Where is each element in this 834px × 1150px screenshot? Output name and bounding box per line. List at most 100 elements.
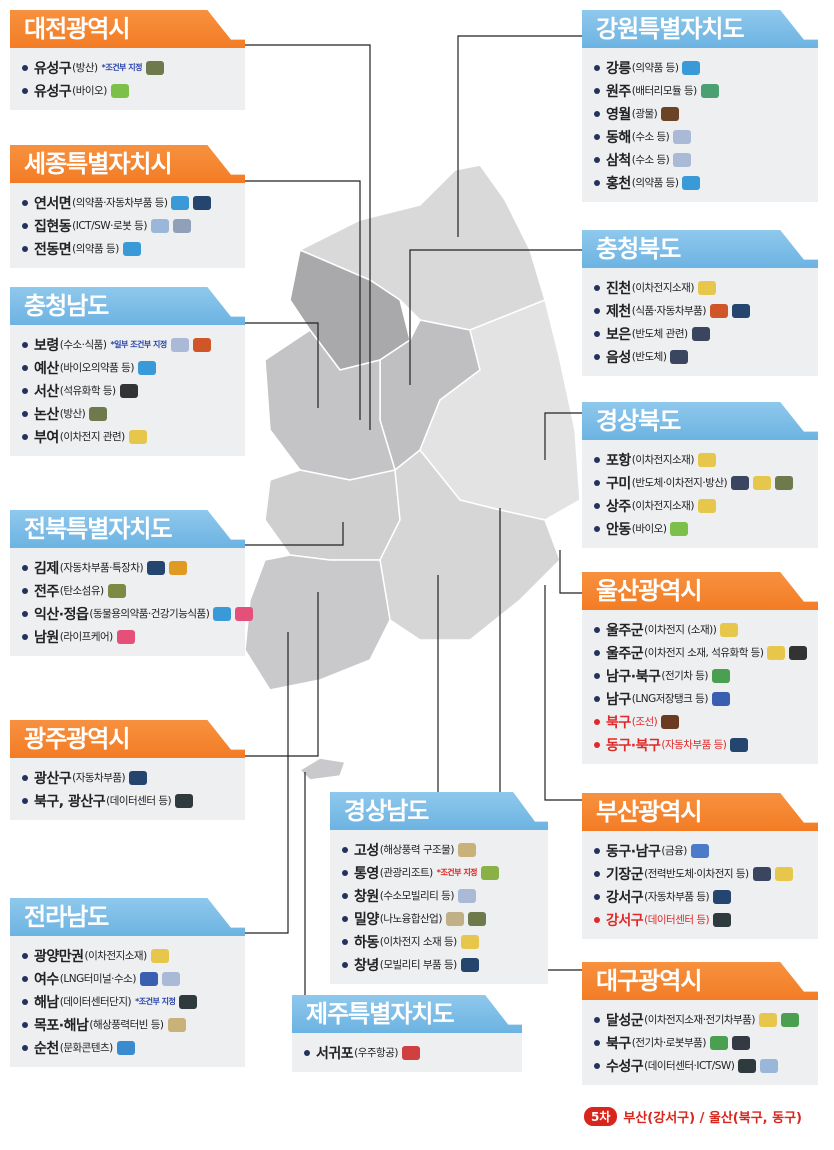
bullet [594, 649, 600, 656]
industry-detail: (광물) [631, 108, 658, 120]
bullet [22, 1044, 28, 1051]
location-name: 보령 [34, 337, 59, 354]
bullet [594, 330, 600, 337]
list-item: 밀양 (나노융합산업) [342, 907, 538, 930]
list-item: 강서구 (데이터센터 등) [594, 908, 808, 931]
battery-icon [460, 934, 479, 949]
panel-body: 포항 (이차전지소재) 구미 (반도체·이차전지·방산) 상주 (이차전지소재) 안동 (바이… [582, 440, 818, 548]
food-icon [192, 337, 211, 352]
location-name: 예산 [34, 360, 59, 377]
region-jeonbuk [264, 469, 401, 561]
industry-detail: (자동차부품·특장차) [59, 562, 144, 574]
panel-jeonnam: 전라남도 광양만권 (이차전지소재) 여수 (LNG터미널·수소) 해남 (데이터센터단지)… [10, 898, 245, 1067]
chip-icon [731, 475, 750, 490]
list-item: 유성구 (방산) *조건부 지정 [22, 56, 235, 79]
panel-gyeongnam: 경상남도 고성 (해상풍력 구조물) 통영 (관광리조트) *조건부 지정 창원 (수소모빌리… [330, 792, 548, 984]
location-name: 안동 [606, 521, 631, 538]
datacenter-icon [738, 1058, 757, 1073]
module-icon [700, 83, 719, 98]
list-item: 고성 (해상풍력 구조물) [342, 838, 538, 861]
industry-detail: (우주항공) [354, 1047, 398, 1059]
panel-title: 부산광역시 [582, 793, 818, 831]
robot-icon [172, 218, 191, 233]
ict-icon [760, 1058, 779, 1073]
panel-title: 전라남도 [10, 898, 245, 936]
location-name: 북구 [606, 1035, 631, 1052]
car-icon [713, 889, 732, 904]
panel-gangwon: 강원특별자치도 강릉 (의약품 등) 원주 (배터리모듈 등) 영월 (광물) 동해 (수소 등… [582, 10, 818, 202]
location-name: 전주 [34, 583, 59, 600]
panel-title: 충청북도 [582, 230, 818, 268]
industry-detail: (데이터센터 등) [106, 795, 172, 807]
region-jeju [298, 757, 347, 781]
list-item: 부여 (이차전지 관련) [22, 425, 235, 448]
list-item: 창녕 (모빌리티 부품 등) [342, 953, 538, 976]
robot-arm-icon [731, 1035, 750, 1050]
location-name: 제천 [606, 303, 631, 320]
industry-detail: (반도체·이차전지·방산) [631, 477, 728, 489]
panel-title: 대전광역시 [10, 10, 245, 48]
battery-icon [128, 429, 147, 444]
location-name: 여수 [34, 971, 59, 988]
industry-detail: (수소모빌리티 등) [379, 890, 455, 902]
bullet [594, 718, 600, 725]
list-item: 안동 (바이오) [594, 517, 808, 540]
list-item: 수성구 (데이터센터·ICT/SW) [594, 1054, 808, 1077]
battery-icon [753, 475, 772, 490]
location-name: 창원 [354, 888, 379, 905]
healthcare-icon [235, 606, 254, 621]
datacenter-icon [175, 793, 194, 808]
footer-text: 부산(강서구) / 울산(북구, 동구) [623, 1111, 802, 1126]
industry-detail: (의약품·자동차부품 등) [72, 197, 168, 209]
bullet [342, 869, 348, 876]
list-item: 달성군 (이차전지소재·전기차부품) [594, 1008, 808, 1031]
list-item: 동구·북구 (자동차부품 등) [594, 733, 808, 756]
bullet [594, 870, 600, 877]
location-name: 남구·북구 [606, 668, 661, 685]
bio-icon [670, 521, 689, 536]
bullet [22, 364, 28, 371]
location-name: 창녕 [354, 957, 379, 974]
industry-detail: (이차전지 소재 등) [379, 936, 458, 948]
bullet [22, 610, 28, 617]
bullet [594, 1039, 600, 1046]
list-item: 진천 (이차전지소재) [594, 276, 808, 299]
list-item: 광산구 (자동차부품) [22, 766, 235, 789]
bullet [22, 245, 28, 252]
chip-icon [691, 326, 710, 341]
list-item: 서귀포 (우주항공) [304, 1041, 512, 1064]
industry-detail: (자동차부품) [72, 772, 126, 784]
panel-daegu: 대구광역시 달성군 (이차전지소재·전기차부품) 북구 (전기차·로봇부품) 수성구 (데이… [582, 962, 818, 1085]
industry-detail: (바이오의약품 등) [59, 362, 135, 374]
list-item: 홍천 (의약품 등) [594, 171, 808, 194]
location-name: 연서면 [34, 195, 72, 212]
list-item: 여수 (LNG터미널·수소) [22, 967, 235, 990]
bullet [594, 672, 600, 679]
panel-body: 고성 (해상풍력 구조물) 통영 (관광리조트) *조건부 지정 창원 (수소모빌리티 등)… [330, 830, 548, 984]
condition-note: *조건부 지정 [101, 63, 143, 72]
industry-detail: (해상풍력터빈 등) [89, 1019, 164, 1031]
petrochem-icon [789, 645, 808, 660]
industry-detail: (식품·자동차부품) [631, 305, 707, 317]
location-name: 순천 [34, 1040, 59, 1057]
lng-icon [139, 971, 158, 986]
medicine-icon [682, 60, 701, 75]
list-item: 울주군 (이차전지 소재, 석유화학 등) [594, 641, 808, 664]
industry-detail: (방산) [72, 62, 98, 74]
panel-body: 김제 (자동차부품·특장차) 전주 (탄소섬유) 익산·정읍 (동물용의약품·건강기능식품… [10, 548, 254, 656]
location-name: 유성구 [34, 83, 72, 100]
location-name: 동구·북구 [606, 737, 661, 754]
rocket-icon [401, 1045, 420, 1060]
list-item: 목포·해남 (해상풍력터빈 등) [22, 1013, 235, 1036]
list-item: 창원 (수소모빌리티 등) [342, 884, 538, 907]
carbon-fiber-icon [107, 583, 126, 598]
location-name: 수성구 [606, 1058, 644, 1075]
bullet [594, 695, 600, 702]
bullet [594, 479, 600, 486]
industry-detail: (라이프케어) [59, 631, 114, 643]
industry-detail: (LNG터미널·수소) [59, 973, 137, 985]
location-name: 영월 [606, 106, 631, 123]
industry-detail: (바이오) [72, 85, 107, 97]
bullet [594, 893, 600, 900]
location-name: 광산구 [34, 770, 72, 787]
